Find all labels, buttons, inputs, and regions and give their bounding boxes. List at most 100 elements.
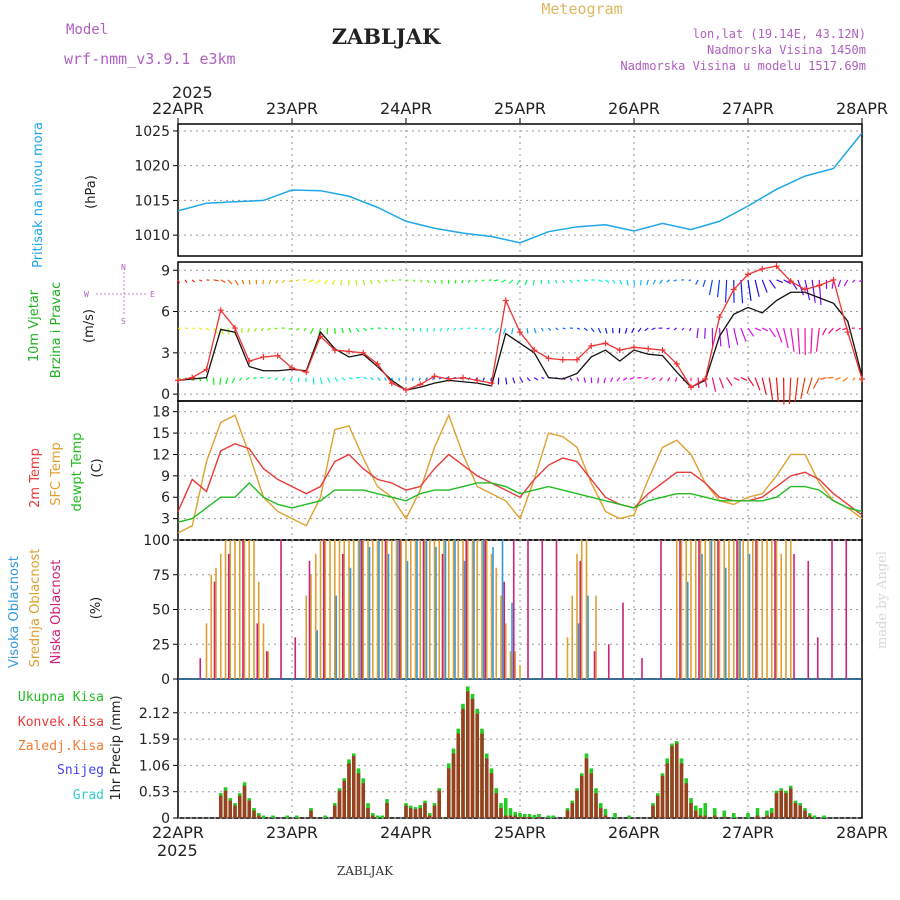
temp-unit: (C) (90, 458, 105, 477)
wind-arrow (644, 327, 649, 332)
wind-arrow (511, 327, 514, 335)
precip-conv-bar (575, 790, 579, 818)
wind-arrow (768, 279, 776, 289)
footer-station: ZABLJAK (337, 864, 394, 878)
wind-gust-marker (474, 377, 481, 384)
wind-arrow (247, 327, 250, 333)
wind-arrow (629, 377, 635, 380)
wind-arrow (460, 327, 464, 330)
wind-arrow (177, 279, 180, 284)
cloud-series (178, 540, 862, 680)
wind-arrow (370, 327, 374, 330)
wind-arrow (747, 327, 755, 337)
wind-arrow (666, 279, 670, 283)
precip-conv-bar (693, 810, 698, 818)
wind-gust-marker (659, 347, 666, 354)
precip-total-bar (603, 809, 608, 818)
precip-total-bar (551, 815, 556, 818)
wind-arrow (815, 327, 820, 352)
wind-arrow (569, 377, 573, 381)
bottom-axis-tick-label: 25APR (494, 823, 546, 842)
precip-total-bar (271, 815, 275, 818)
panel-frames (177, 123, 863, 819)
wind-arrow (811, 279, 816, 303)
wind-arrow (768, 327, 776, 338)
wind-gust-marker (545, 355, 552, 362)
y-tick-label: 1.59 (139, 732, 170, 748)
precip-conv-bar (242, 785, 247, 818)
precip-conv-bar (437, 790, 442, 818)
y-tick-label: 0.53 (139, 785, 170, 801)
wind-arrow (754, 377, 761, 391)
wind-arrow (494, 327, 500, 334)
wind-arrow (268, 279, 272, 285)
precip-total-bar (508, 808, 513, 818)
wind-arrow (289, 377, 293, 382)
wind-gust-marker (445, 375, 452, 382)
wind-arrow (348, 327, 352, 333)
y-tick-label: 12 (152, 447, 170, 463)
wind-arrow (541, 377, 545, 379)
wind-arrow (411, 377, 414, 382)
y-tick-label: 1020 (134, 159, 170, 175)
wind-arrow (828, 327, 834, 334)
wind-gust-marker (588, 342, 595, 349)
wind-arrow (604, 327, 608, 334)
precip-conv-bar (508, 815, 513, 818)
wind-arrow (177, 327, 181, 330)
wind-arrow (331, 279, 336, 286)
precip-panel: Ukupna Kisa Konvek.Kisa Zaledj.Kisa Snij… (18, 686, 862, 827)
wind-arrow (500, 279, 507, 283)
precip-total-bar (765, 810, 769, 818)
wind-arrow (533, 327, 537, 334)
wind-arrow (327, 377, 331, 383)
wind-arrow (754, 327, 762, 332)
wind-arrow (234, 279, 239, 286)
watermark: made by Angel (875, 551, 890, 649)
wind-arrow (532, 279, 535, 286)
wind-arrow (384, 327, 388, 330)
wind-arrow (282, 377, 286, 382)
wind-arrow (355, 279, 358, 286)
wind-arrow (446, 327, 450, 332)
wind-gust-marker (232, 325, 238, 332)
wind-arrow (820, 377, 827, 380)
precip-legend-total: Ukupna Kisa (18, 690, 104, 705)
wind-arrow (562, 279, 566, 284)
wind-gust-marker (388, 380, 395, 387)
precip-conv-bar (712, 815, 717, 818)
precip-total-bar (532, 815, 537, 818)
top-time-axis: 22APR 23APR 24APR 25APR 26APR 27APR 28APR (152, 99, 888, 124)
y-tick-label: 50 (152, 603, 170, 619)
precip-conv-bar (798, 805, 803, 818)
wind-gust-marker (759, 265, 766, 272)
precip-conv-bar (337, 790, 342, 818)
wind-arrow (219, 377, 222, 385)
wind-gust-marker (274, 352, 281, 359)
precip-conv-bar (784, 793, 788, 818)
precip-conv-bar (603, 815, 608, 818)
wind-arrow (651, 327, 656, 331)
wind-arrow (711, 377, 717, 392)
wind-arrow (377, 279, 381, 284)
wind-arrow (418, 377, 421, 381)
wind-arrow (610, 377, 614, 383)
wind-arrow (562, 327, 566, 330)
wind-arrow (199, 279, 203, 282)
temp-y-ticks: 0 3 6 9 12 15 18 (152, 405, 862, 549)
wind-arrow (852, 377, 856, 381)
wind-arrow (852, 279, 856, 283)
wind-arrow (526, 327, 529, 334)
wind-gust-marker (317, 333, 324, 340)
wind-arrow (405, 327, 408, 331)
y-tick-label: 15 (152, 426, 170, 442)
wind-gust-marker (730, 286, 737, 293)
wind-arrow (482, 377, 485, 381)
precip-conv-bar (499, 808, 503, 818)
wind-arrow (425, 377, 428, 381)
cloud-title-mid: Srednja Oblacnost (28, 549, 43, 668)
precip-conv-bar (774, 793, 779, 818)
compass-south: S (121, 317, 126, 326)
wind-gust-marker (559, 356, 566, 363)
y-tick-label: 6 (161, 490, 170, 506)
